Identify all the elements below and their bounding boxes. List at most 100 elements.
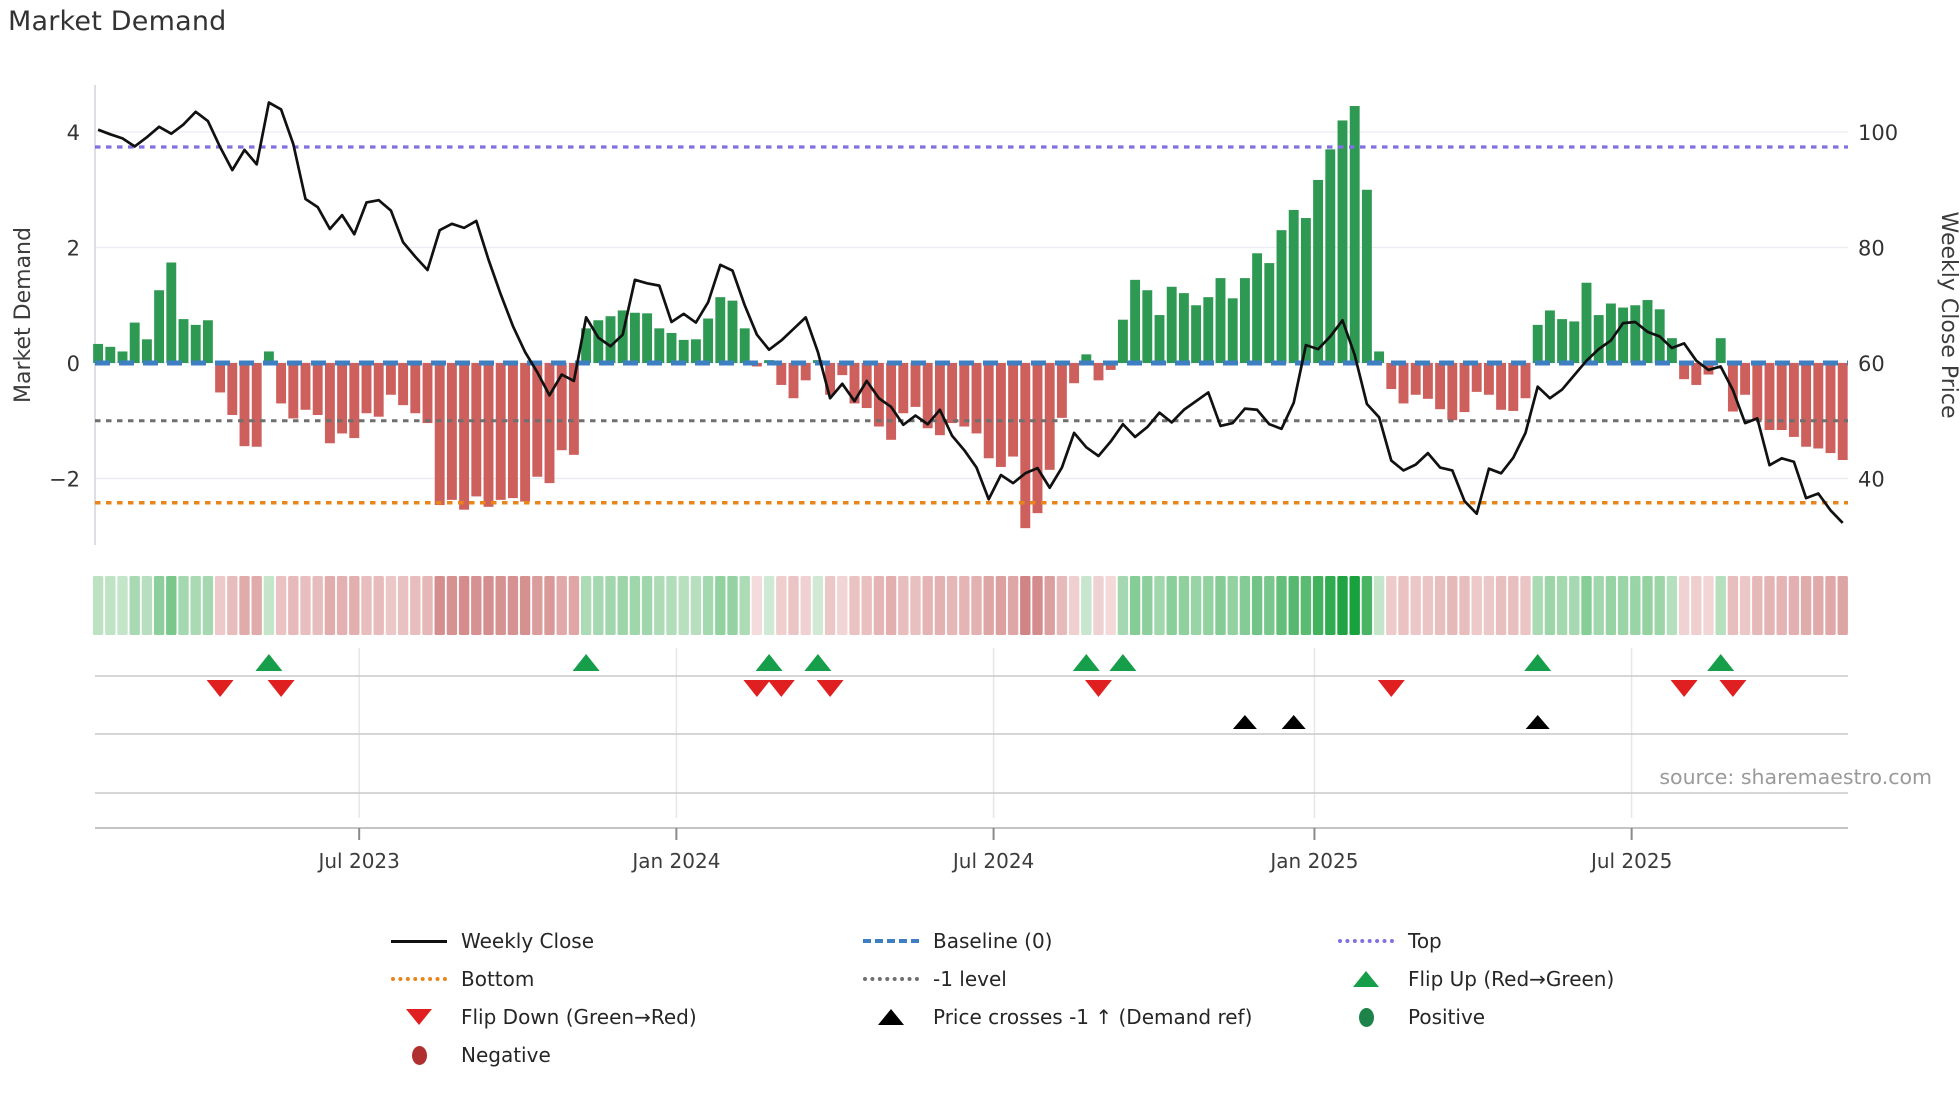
demand-bar-negative	[1422, 363, 1433, 399]
demand-bar-negative	[922, 363, 933, 429]
swatch-glyph	[878, 1009, 904, 1025]
demand-bar-positive	[1276, 230, 1287, 363]
demand-bar-positive	[581, 328, 592, 363]
left-tick-label: 4	[67, 121, 80, 145]
axis-right: 100 80 60 40	[1858, 121, 1898, 492]
heatmap-cell	[1129, 576, 1141, 635]
x-tick-label: Jul 2024	[951, 849, 1034, 873]
heatmap-cell	[1361, 576, 1373, 635]
demand-bar-positive	[1264, 263, 1275, 363]
heatmap-cell	[751, 576, 763, 635]
heatmap-cell	[1142, 576, 1153, 635]
demand-bar-negative	[1105, 363, 1116, 370]
heatmap-cell	[568, 576, 580, 635]
heatmap-cell	[483, 576, 494, 635]
right-tick-label: 60	[1858, 352, 1885, 376]
demand-bar-negative	[251, 363, 262, 447]
price-cross-marker	[1281, 715, 1306, 729]
heatmap-cell	[1349, 576, 1360, 635]
heatmap-cell	[178, 576, 189, 635]
demand-bar-positive	[166, 262, 177, 363]
chart-title: Market Demand	[8, 6, 227, 37]
heatmap-cell	[312, 576, 323, 635]
legend-column: Top Flip Up (Red→Green) Positive	[1337, 922, 1614, 1036]
demand-bar-negative	[471, 363, 482, 497]
demand-bar-positive	[1227, 298, 1238, 363]
weekly-close-line	[97, 101, 1844, 524]
demand-bar-positive	[105, 346, 116, 363]
demand-bar-negative	[349, 363, 360, 439]
legend-item-label: Positive	[1408, 1005, 1486, 1029]
flip-down-marker	[1719, 680, 1747, 697]
demand-bar-negative	[776, 363, 787, 385]
heatmap-cell	[507, 576, 519, 635]
dashed-blue-swatch-icon	[862, 929, 920, 953]
heatmap-cell	[739, 576, 750, 635]
swatch-glyph	[406, 1009, 432, 1025]
heatmap-cell	[1630, 576, 1641, 635]
heatmap-cell	[1788, 576, 1800, 635]
heatmap-cell	[1544, 576, 1556, 635]
legend-item-label: Flip Down (Green→Red)	[461, 1005, 697, 1029]
heatmap-cell	[251, 576, 262, 635]
heatmap-cell	[641, 576, 653, 635]
demand-bar-negative	[959, 363, 970, 427]
heatmap-cell	[763, 576, 775, 635]
x-tick-label: Jul 2025	[1589, 849, 1672, 873]
demand-bar-positive	[1544, 310, 1555, 363]
heatmap-cell	[629, 576, 641, 635]
heatmap-cell	[898, 576, 909, 635]
heatmap-cell	[1020, 576, 1031, 635]
demand-bar-negative	[995, 363, 1006, 467]
heatmap-cell	[300, 576, 311, 635]
swatch-glyph	[1358, 1007, 1374, 1027]
demand-bar-negative	[947, 363, 958, 424]
triangle-down-red-swatch-icon	[390, 1005, 448, 1029]
legend-item: -1 level	[862, 960, 1252, 998]
heatmap-cell	[1215, 576, 1226, 635]
flip-up-marker	[572, 654, 600, 671]
x-axis: Jul 2023 Jan 2024 Jul 2024 Jan 2025 Jul 2025	[95, 827, 1848, 873]
demand-bar-negative	[1776, 363, 1787, 430]
heatmap-cell	[1459, 576, 1470, 635]
demand-bar-positive	[93, 343, 104, 363]
demand-bar-positive	[666, 332, 677, 363]
flip-up-marker	[1707, 654, 1735, 671]
heatmap-cell	[715, 576, 726, 635]
heatmap-cell	[532, 576, 543, 635]
demand-bar-negative	[1044, 363, 1055, 470]
flip-up-marker	[255, 654, 283, 671]
circle-darkred-swatch-icon	[390, 1043, 448, 1067]
heatmap-cell	[275, 576, 287, 635]
heatmap-cell	[336, 576, 348, 635]
heatmap-cell	[1007, 576, 1019, 635]
heatmap-cell	[959, 576, 970, 635]
heatmap-cell	[983, 576, 994, 635]
heatmap-cell	[971, 576, 982, 635]
demand-bar-positive	[1166, 286, 1177, 363]
demand-bar-negative	[239, 363, 250, 447]
legend-item-label: Bottom	[461, 967, 535, 991]
heatmap-cell	[1117, 576, 1129, 635]
heatmap-cell	[1727, 576, 1739, 635]
heatmap-cell	[934, 576, 946, 635]
demand-bar-positive	[605, 316, 616, 363]
legend-item: Baseline (0)	[862, 922, 1252, 960]
demand-bar-positive	[654, 328, 665, 363]
left-tick-label: −2	[49, 468, 80, 492]
demand-bar-negative	[861, 363, 872, 409]
heatmap-cell	[1410, 576, 1421, 635]
heatmap-cell	[1825, 576, 1836, 635]
demand-bar-negative	[288, 363, 299, 419]
price-cross-marker	[1232, 715, 1257, 729]
heatmap-cell	[812, 576, 824, 635]
demand-bar-positive	[1081, 354, 1092, 363]
swatch-glyph	[863, 939, 919, 943]
legend-item-label: Baseline (0)	[933, 929, 1053, 953]
demand-bar-negative	[788, 363, 799, 399]
swatch-glyph	[1338, 939, 1394, 943]
demand-bar-positive	[190, 324, 201, 363]
legend-item: Flip Up (Red→Green)	[1337, 960, 1614, 998]
heatmap-cell	[214, 576, 226, 635]
